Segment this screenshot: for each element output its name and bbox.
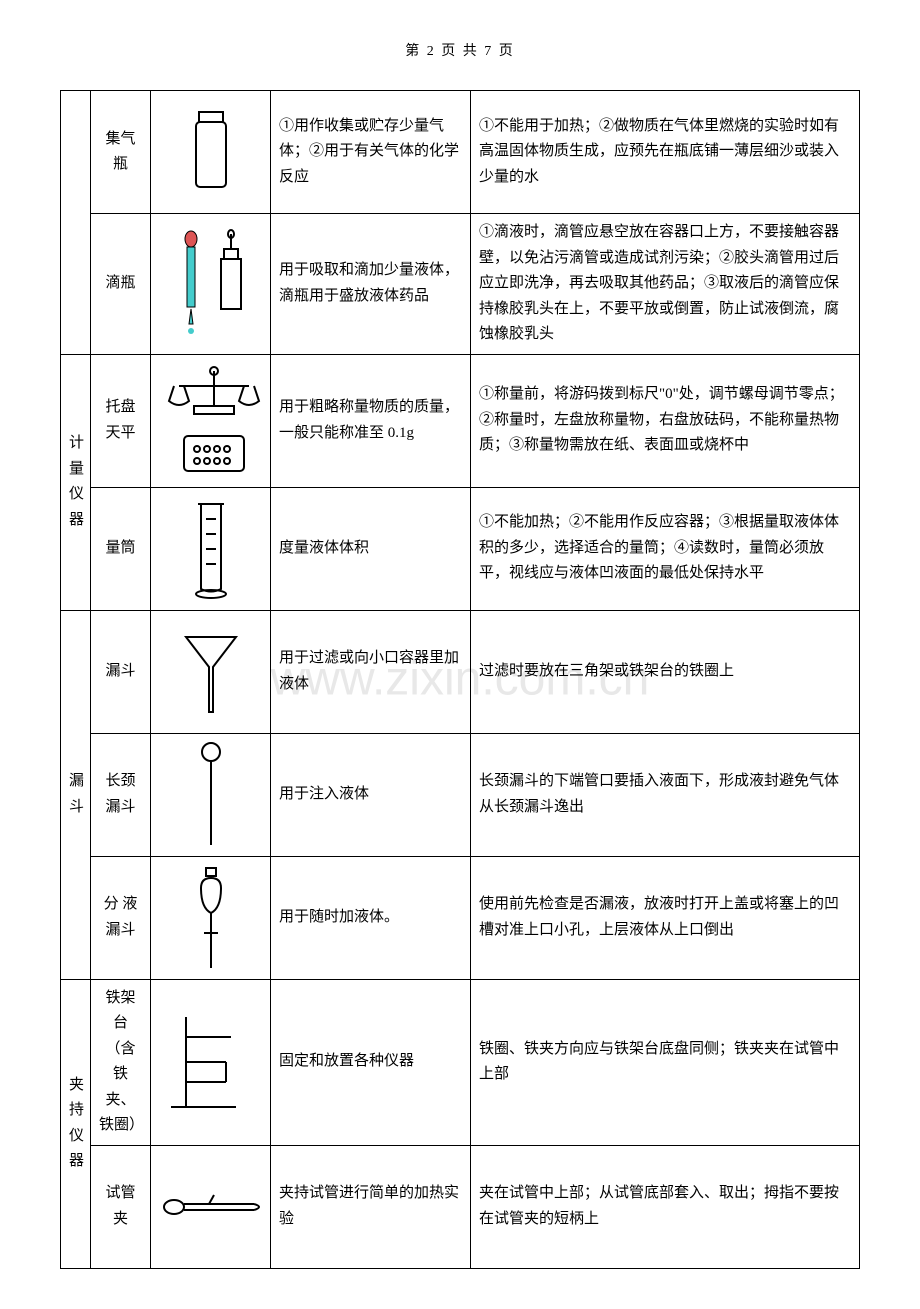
- equipment-use: 用于吸取和滴加少量液体，滴瓶用于盛放液体药品: [271, 214, 471, 355]
- equipment-use: 用于粗略称量物质的质量，一般只能称准至 0.1g: [271, 354, 471, 487]
- equipment-note: ①滴液时，滴管应悬空放在容器口上方，不要接触容器壁，以免沾污滴管或造成试剂污染；…: [471, 214, 860, 355]
- equipment-use: 用于注入液体: [271, 733, 471, 856]
- category-label: 计量仪器: [61, 354, 91, 610]
- equipment-use: ①用作收集或贮存少量气体；②用于有关气体的化学反应: [271, 91, 471, 214]
- equipment-name: 铁架台（含铁夹、铁圈）: [91, 979, 151, 1145]
- equipment-name: 漏斗: [91, 610, 151, 733]
- dropper-icon: [151, 214, 271, 355]
- equipment-note: 长颈漏斗的下端管口要插入液面下，形成液封避免气体从长颈漏斗逸出: [471, 733, 860, 856]
- equipment-note: ①不能加热；②不能用作反应容器；③根据量取液体体积的多少，选择适合的量筒；④读数…: [471, 487, 860, 610]
- equipment-note: ①不能用于加热；②做物质在气体里燃烧的实验时如有高温固体物质生成，应预先在瓶底铺…: [471, 91, 860, 214]
- long-funnel-icon: [151, 733, 271, 856]
- bottle-icon: [151, 91, 271, 214]
- cylinder-icon: [151, 487, 271, 610]
- equipment-name: 量筒: [91, 487, 151, 610]
- equipment-use: 夹持试管进行简单的加热实验: [271, 1145, 471, 1268]
- equipment-name: 试管夹: [91, 1145, 151, 1268]
- equipment-name: 长颈漏斗: [91, 733, 151, 856]
- equipment-table: 集气瓶 ①用作收集或贮存少量气体；②用于有关气体的化学反应①不能用于加热；②做物…: [60, 90, 860, 1269]
- sep-funnel-icon: [151, 856, 271, 979]
- equipment-name: 分 液漏斗: [91, 856, 151, 979]
- page-number: 第 2 页 共 7 页: [60, 40, 860, 60]
- equipment-use: 用于过滤或向小口容器里加液体: [271, 610, 471, 733]
- category-label: 漏斗: [61, 610, 91, 979]
- equipment-use: 用于随时加液体。: [271, 856, 471, 979]
- stand-icon: [151, 979, 271, 1145]
- equipment-name: 托盘天平: [91, 354, 151, 487]
- equipment-note: 使用前先检查是否漏液，放液时打开上盖或将塞上的凹槽对准上口小孔，上层液体从上口倒…: [471, 856, 860, 979]
- equipment-use: 固定和放置各种仪器: [271, 979, 471, 1145]
- equipment-note: ①称量前，将游码拨到标尺"0"处，调节螺母调节零点；②称量时，左盘放称量物，右盘…: [471, 354, 860, 487]
- equipment-note: 夹在试管中上部；从试管底部套入、取出；拇指不要按在试管夹的短柄上: [471, 1145, 860, 1268]
- balance-icon: [151, 354, 271, 487]
- equipment-use: 度量液体体积: [271, 487, 471, 610]
- funnel-icon: [151, 610, 271, 733]
- equipment-name: 滴瓶: [91, 214, 151, 355]
- equipment-note: 过滤时要放在三角架或铁架台的铁圈上: [471, 610, 860, 733]
- equipment-note: 铁圈、铁夹方向应与铁架台底盘同侧；铁夹夹在试管中上部: [471, 979, 860, 1145]
- equipment-name: 集气瓶: [91, 91, 151, 214]
- category-label: [61, 91, 91, 355]
- category-label: 夹持仪器: [61, 979, 91, 1268]
- clamp-icon: [151, 1145, 271, 1268]
